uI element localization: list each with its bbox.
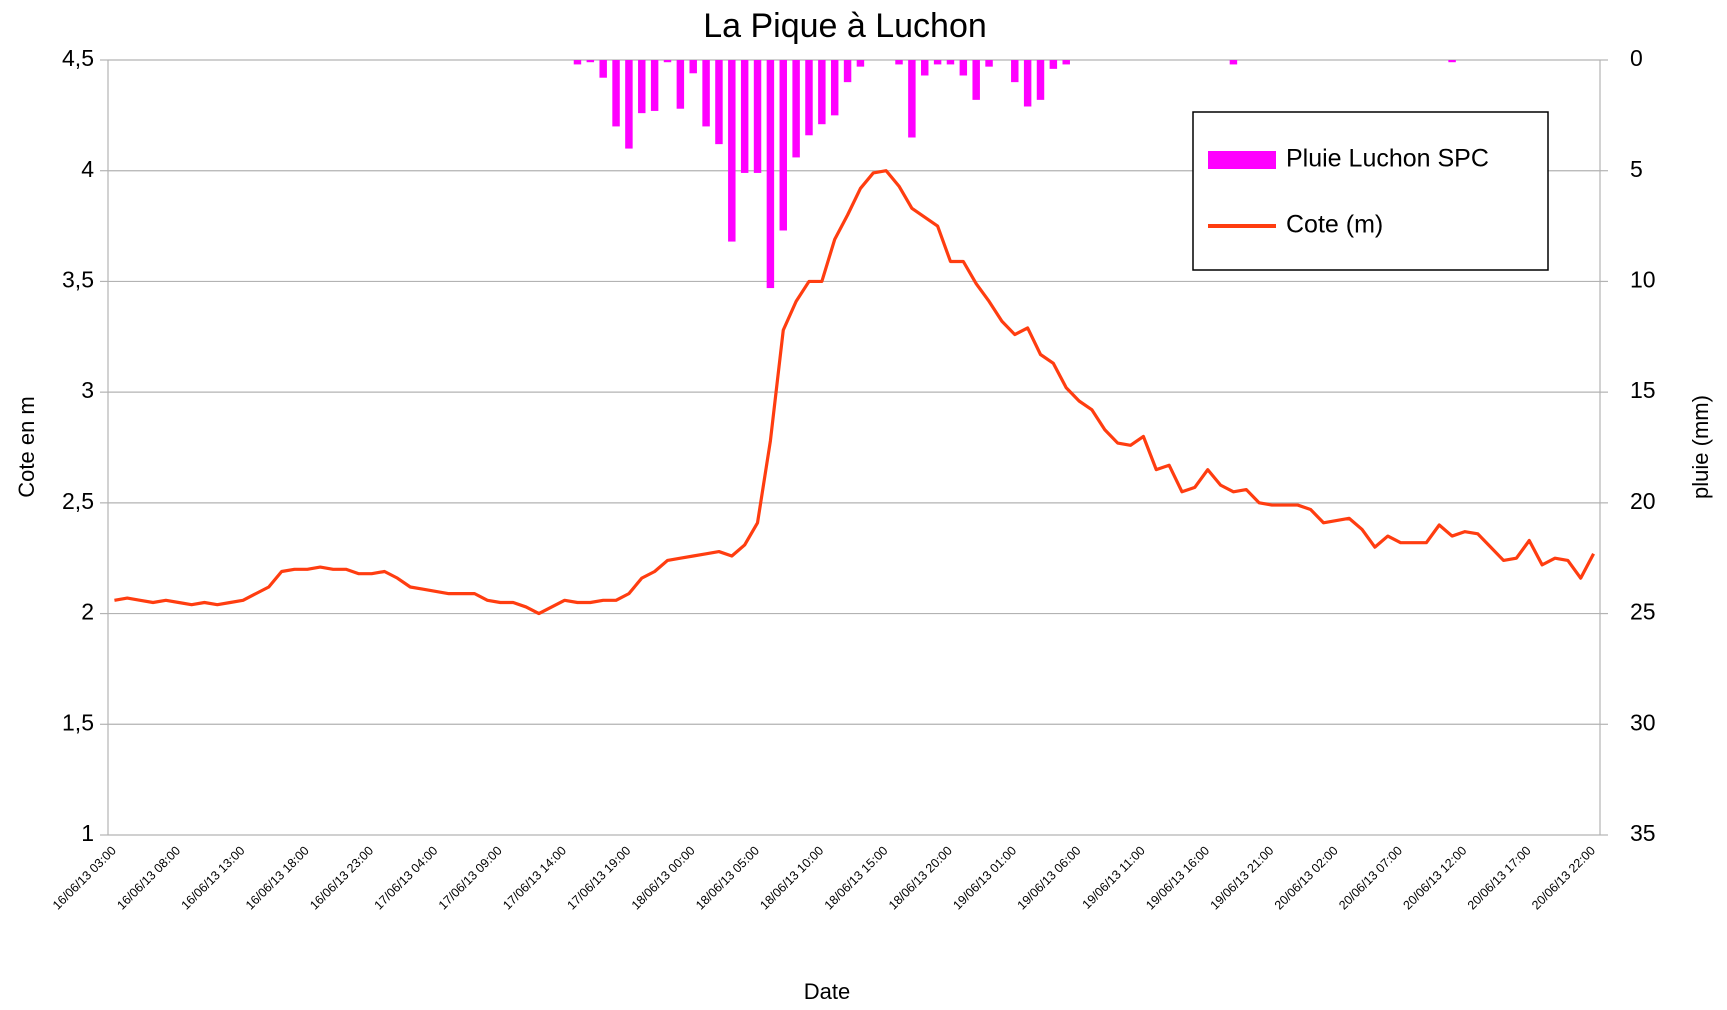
rain-bar xyxy=(1229,60,1238,65)
rain-bar xyxy=(895,60,903,65)
rain-bar xyxy=(805,60,813,136)
x-tick-label: 19/06/13 11:00 xyxy=(1080,844,1148,912)
y2-tick-label: 25 xyxy=(1630,599,1656,625)
rain-bar xyxy=(702,60,710,127)
x-tick-label: 17/06/13 04:00 xyxy=(372,844,441,913)
rain-bar xyxy=(933,60,942,65)
rain-bar xyxy=(843,60,852,83)
rain-bar xyxy=(946,60,955,65)
y2-tick-label: 20 xyxy=(1630,488,1656,514)
x-tick-label: 20/06/13 12:00 xyxy=(1401,844,1470,913)
x-tick-label: 16/06/13 13:00 xyxy=(179,844,248,913)
y-tick-label: 2 xyxy=(81,599,94,625)
x-tick-label: 17/06/13 19:00 xyxy=(564,844,633,913)
rain-bar xyxy=(740,60,749,173)
rain-bar xyxy=(612,60,620,127)
rain-bar xyxy=(830,60,839,116)
x-tick-label: 18/06/13 00:00 xyxy=(629,844,698,913)
rain-bar xyxy=(753,60,762,173)
y-tick-label: 1,5 xyxy=(62,709,94,735)
y-tick-label: 3,5 xyxy=(62,267,94,293)
y2-tick-label: 15 xyxy=(1630,377,1656,403)
legend-label: Cote (m) xyxy=(1286,211,1383,239)
x-tick-label: 19/06/13 16:00 xyxy=(1143,844,1212,913)
rain-bar xyxy=(715,60,723,145)
rain-bar xyxy=(1011,60,1019,83)
rain-bar xyxy=(818,60,826,125)
rain-bar xyxy=(573,60,582,65)
x-tick-label: 20/06/13 02:00 xyxy=(1272,844,1341,913)
x-tick-label: 18/06/13 10:00 xyxy=(757,844,826,913)
y2-axis-title: pluie (mm) xyxy=(1688,395,1713,499)
rain-bar xyxy=(689,60,697,74)
rain-bar xyxy=(921,60,929,76)
rain-bar xyxy=(1049,60,1058,69)
x-tick-label: 19/06/13 01:00 xyxy=(950,844,1019,913)
y-tick-label: 4 xyxy=(81,156,94,182)
rain-bar xyxy=(1448,60,1456,63)
y-tick-label: 4,5 xyxy=(62,45,94,71)
rain-bar xyxy=(908,60,916,138)
x-tick-label: 18/06/13 05:00 xyxy=(693,844,762,913)
x-tick-label: 20/06/13 17:00 xyxy=(1465,844,1534,913)
x-tick-label: 20/06/13 22:00 xyxy=(1529,844,1598,913)
y-axis-title: Cote en m xyxy=(14,396,39,498)
rain-bar xyxy=(586,60,595,63)
rain-bar xyxy=(1036,60,1045,100)
rain-bar xyxy=(650,60,659,111)
x-tick-label: 18/06/13 20:00 xyxy=(886,844,955,913)
level-line xyxy=(114,169,1595,616)
y-tick-label: 3 xyxy=(81,377,94,403)
y2-tick-label: 0 xyxy=(1630,45,1643,71)
rain-bar xyxy=(959,60,968,76)
x-tick-label: 20/06/13 07:00 xyxy=(1336,844,1405,913)
y2-tick-label: 30 xyxy=(1630,709,1656,735)
x-tick-label: 16/06/13 08:00 xyxy=(114,844,183,913)
x-tick-label: 19/06/13 21:00 xyxy=(1208,844,1277,913)
y2-tick-label: 35 xyxy=(1630,820,1656,846)
x-tick-label: 17/06/13 14:00 xyxy=(500,844,569,913)
x-tick-label: 18/06/13 15:00 xyxy=(822,844,891,913)
legend-swatch xyxy=(1208,151,1276,169)
rain-bar xyxy=(663,60,672,63)
rain-bar xyxy=(766,60,775,289)
rain-bar xyxy=(638,60,646,114)
rain-bar xyxy=(1023,60,1032,107)
x-tick-label: 19/06/13 06:00 xyxy=(1015,844,1084,913)
legend-box xyxy=(1192,111,1549,271)
y2-tick-label: 10 xyxy=(1630,267,1656,293)
x-tick-label: 16/06/13 18:00 xyxy=(243,844,312,913)
y2-tick-label: 5 xyxy=(1630,156,1643,182)
y-tick-label: 2,5 xyxy=(62,488,94,514)
rain-bar xyxy=(676,60,685,109)
legend-label: Pluie Luchon SPC xyxy=(1286,145,1489,173)
rain-bar xyxy=(972,60,980,100)
y-tick-label: 1 xyxy=(81,820,94,846)
rain-bar xyxy=(985,60,993,67)
x-tick-label: 16/06/13 23:00 xyxy=(307,844,376,913)
x-tick-label: 17/06/13 09:00 xyxy=(436,844,505,913)
rain-bar xyxy=(599,60,607,78)
x-tick-label: 16/06/13 03:00 xyxy=(50,844,119,913)
rain-bar xyxy=(779,60,787,231)
rain-bar xyxy=(1062,60,1070,65)
rain-bar xyxy=(856,60,865,67)
rain-bar xyxy=(625,60,633,149)
x-axis-title: Date xyxy=(804,979,850,1004)
rain-bar xyxy=(792,60,800,158)
rain-bar xyxy=(728,60,736,242)
chart-title: La Pique à Luchon xyxy=(703,7,987,45)
